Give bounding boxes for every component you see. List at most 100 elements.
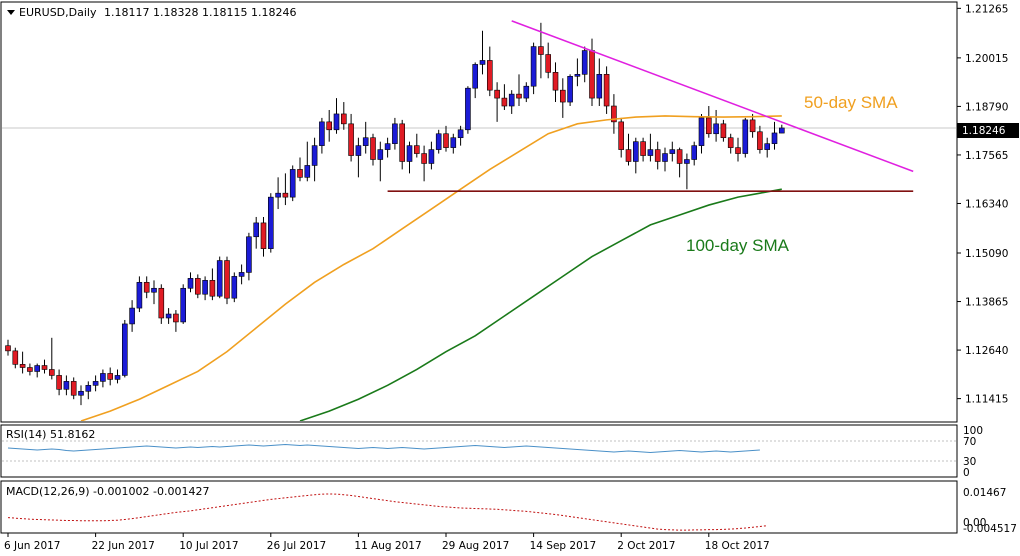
symbol-label: EURUSD,Daily (19, 6, 97, 19)
candle-down (158, 287, 165, 319)
time-tick-label: 29 Aug 2017 (442, 540, 509, 552)
candle-down (625, 149, 632, 162)
candle-down (297, 169, 303, 178)
descending-trendline (511, 20, 914, 173)
candle-down (443, 133, 449, 148)
candle-up (574, 74, 581, 77)
price-tick-label: 1.20015 (965, 53, 1008, 65)
100-day-sma-line (299, 188, 782, 421)
candle-down (538, 46, 544, 55)
candle-down (19, 364, 26, 368)
candle-down (282, 192, 289, 198)
candle-up (567, 75, 573, 103)
candle-up (523, 85, 530, 99)
candle-down (640, 141, 646, 156)
candle-up (355, 145, 362, 156)
candle-up (275, 192, 281, 198)
candle-up (114, 375, 121, 380)
candle-up (267, 196, 274, 249)
candle-up (92, 381, 99, 386)
candle-down (705, 117, 712, 135)
price-tick-label: 1.17565 (965, 150, 1008, 162)
last-price-label: 1.18246 (962, 125, 1006, 137)
price-tick-label: 1.12640 (965, 345, 1008, 357)
candle-down (5, 345, 11, 352)
candle-down (107, 373, 113, 380)
macd-layer: 0.01467 0.00-0.004517 (7, 487, 1017, 535)
candle-up (333, 113, 340, 131)
candle-down (618, 121, 625, 150)
candle-down (224, 260, 230, 299)
price-tick-label: 1.18790 (965, 101, 1008, 113)
candle-down (195, 278, 201, 295)
candle-down (676, 149, 683, 164)
rsi-tick-label: 0 (963, 467, 970, 479)
candle-up (479, 60, 486, 65)
candle-up (428, 149, 435, 164)
candle-down (589, 50, 595, 99)
candle-down (209, 280, 216, 297)
candle-up (202, 280, 208, 295)
candle-down (399, 123, 406, 162)
candle-down (370, 137, 376, 160)
candle-up (63, 381, 70, 390)
candle-up (311, 145, 318, 166)
macd-tick-label: 0.01467 (963, 487, 1006, 499)
candle-up (406, 145, 413, 162)
candle-up (596, 74, 603, 99)
candle-down (611, 105, 617, 123)
candle-down (173, 313, 179, 323)
candle-up (246, 236, 252, 273)
candle-up (289, 169, 296, 198)
annotation-50-day-sma: 50-day SMA (804, 93, 898, 112)
price-tick-label: 1.16340 (965, 198, 1008, 210)
candle-up (684, 159, 690, 164)
candle-up (581, 50, 588, 75)
macd-label: MACD(12,26,9) -0.001002 -0.001427 (6, 485, 209, 498)
ohlc-readout: 1.18117 1.18328 1.18115 1.18246 (104, 6, 296, 19)
candle-up (632, 141, 639, 162)
macd-tick-label: 0.00 (963, 517, 986, 529)
candle-up (129, 307, 135, 325)
candle-up (253, 222, 259, 238)
candle-down (421, 153, 427, 164)
candle-up (771, 132, 778, 144)
triangle-down-icon[interactable] (7, 10, 15, 15)
candle-down (545, 54, 552, 73)
candle-up (151, 287, 157, 293)
candle-up (465, 87, 471, 131)
candle-up (662, 153, 668, 162)
candle-down (501, 97, 508, 107)
last-price-box (957, 123, 1019, 138)
candle-down (27, 367, 33, 372)
candle-up (392, 123, 398, 144)
candle-down (41, 365, 48, 370)
candle-up (319, 121, 325, 146)
candle-up (472, 64, 479, 89)
candle-down (654, 149, 661, 162)
candle-up (187, 278, 194, 289)
candle-up (530, 46, 537, 87)
candle-up (742, 119, 749, 154)
candle-down (143, 282, 150, 293)
candle-down (559, 89, 566, 103)
candle-up (384, 143, 391, 150)
candle-up (231, 276, 238, 299)
candle-down (494, 89, 500, 99)
candle-down (720, 123, 727, 139)
time-tick-label: 10 Jul 2017 (179, 540, 238, 552)
candle-up (435, 133, 442, 150)
candle-up (216, 260, 223, 297)
candle-down (348, 123, 354, 156)
candle-up (713, 123, 719, 135)
candle-up (691, 145, 698, 160)
overlays-layer (80, 20, 914, 421)
time-tick-label: 6 Jun 2017 (4, 540, 60, 552)
price-tick-label: 1.15090 (965, 248, 1008, 260)
candle-up (304, 165, 311, 178)
candle-up (457, 129, 464, 139)
candle-up (85, 385, 92, 392)
candle-down (727, 137, 734, 148)
candle-up (698, 117, 705, 146)
candle-down (735, 147, 741, 154)
